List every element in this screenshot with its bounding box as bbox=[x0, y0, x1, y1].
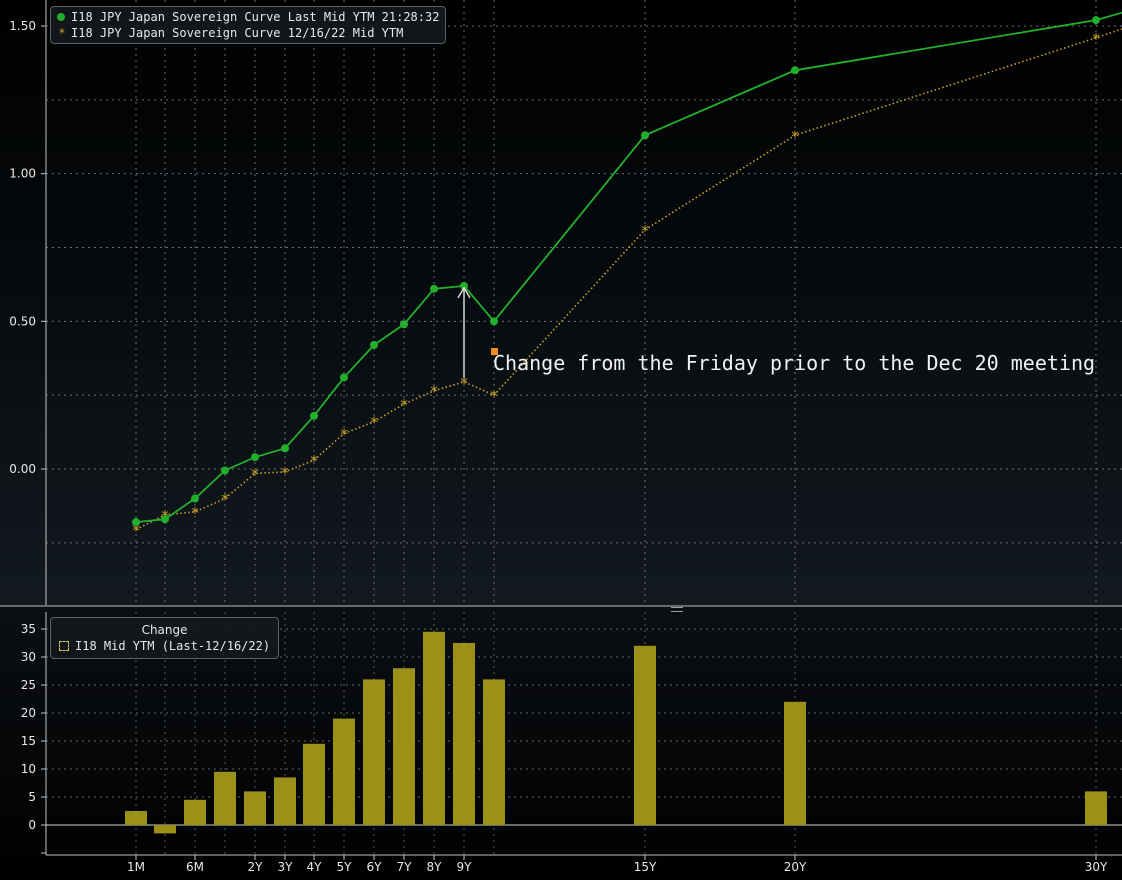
gold-star-icon: * bbox=[58, 26, 66, 40]
x-tick-label-7Y: 7Y bbox=[397, 860, 413, 874]
legend-item-last[interactable]: I18 JPY Japan Sovereign Curve Last Mid Y… bbox=[57, 9, 439, 25]
change-bar-10Y[interactable] bbox=[483, 679, 505, 825]
top-y-tick-label: 1.00 bbox=[9, 167, 36, 181]
x-tick-label-30Y: 30Y bbox=[1085, 860, 1108, 874]
change-bar-3Y[interactable] bbox=[274, 777, 296, 825]
last-point-3M[interactable] bbox=[161, 515, 169, 524]
last-point-30Y[interactable] bbox=[1092, 16, 1100, 25]
last-point-15Y[interactable] bbox=[641, 131, 649, 140]
prior-point-6Y[interactable]: * bbox=[369, 414, 378, 432]
change-bar-6M[interactable] bbox=[184, 799, 206, 825]
x-tick-label-1M: 1M bbox=[127, 860, 145, 874]
prior-point-9Y[interactable]: * bbox=[459, 374, 468, 392]
last-point-4Y[interactable] bbox=[310, 411, 318, 420]
prior-point-6M[interactable]: * bbox=[190, 504, 199, 522]
legend-bottom[interactable]: Change I18 Mid YTM (Last-12/16/22) bbox=[50, 617, 280, 659]
change-bar-30Y[interactable] bbox=[1085, 791, 1107, 825]
x-tick-label-15Y: 15Y bbox=[634, 860, 657, 874]
change-bar-1M[interactable] bbox=[125, 811, 147, 825]
bottom-y-tick-label: 15 bbox=[21, 734, 36, 748]
legend-item-prior[interactable]: * I18 JPY Japan Sovereign Curve 12/16/22… bbox=[57, 25, 439, 41]
bottom-y-tick-label: 5 bbox=[28, 790, 36, 804]
last-point-1Y[interactable] bbox=[221, 466, 229, 475]
legend-top[interactable]: I18 JPY Japan Sovereign Curve Last Mid Y… bbox=[50, 6, 447, 44]
last-point-20Y[interactable] bbox=[791, 66, 799, 75]
dashed-box-icon bbox=[59, 641, 69, 651]
last-point-2Y[interactable] bbox=[251, 453, 259, 462]
prior-point-3Y[interactable]: * bbox=[280, 464, 289, 482]
last-point-8Y[interactable] bbox=[430, 284, 438, 293]
x-tick-label-3Y: 3Y bbox=[278, 860, 294, 874]
legend-bottom-title: Change bbox=[141, 623, 188, 637]
x-tick-label-4Y: 4Y bbox=[307, 860, 323, 874]
prior-point-20Y[interactable]: * bbox=[790, 127, 799, 145]
x-tick-label-8Y: 8Y bbox=[427, 860, 443, 874]
prior-point-2Y[interactable]: * bbox=[250, 465, 259, 483]
top-y-tick-label: 0.50 bbox=[9, 314, 36, 328]
prior-point-1M[interactable]: * bbox=[131, 522, 140, 540]
last-point-3Y[interactable] bbox=[281, 444, 289, 453]
x-tick-label-5Y: 5Y bbox=[337, 860, 353, 874]
x-tick-label-20Y: 20Y bbox=[784, 860, 807, 874]
prior-point-4Y[interactable]: * bbox=[309, 452, 318, 470]
last-point-1M[interactable] bbox=[132, 518, 140, 527]
legend-item-change[interactable]: I18 Mid YTM (Last-12/16/22) bbox=[59, 638, 270, 654]
prior-point-7Y[interactable]: * bbox=[399, 396, 408, 414]
legend-title-row: Change bbox=[59, 622, 270, 638]
change-bar-4Y[interactable] bbox=[303, 743, 325, 825]
bottom-y-tick-label: 10 bbox=[21, 762, 36, 776]
x-tick-label-6M: 6M bbox=[186, 860, 204, 874]
bottom-y-tick-label: 30 bbox=[21, 650, 36, 664]
last-point-7Y[interactable] bbox=[400, 320, 408, 329]
change-bar-2Y[interactable] bbox=[244, 791, 266, 825]
top-y-tick-label: 1.50 bbox=[9, 19, 36, 33]
prior-point-1Y[interactable]: * bbox=[220, 491, 229, 509]
legend-label-last: I18 JPY Japan Sovereign Curve Last Mid Y… bbox=[71, 10, 440, 24]
change-bar-9Y[interactable] bbox=[453, 643, 475, 825]
last-point-10Y[interactable] bbox=[490, 317, 498, 326]
green-dot-icon bbox=[57, 13, 65, 21]
top-y-tick-label: 0.00 bbox=[9, 462, 36, 476]
annotation-arrow-head bbox=[457, 286, 471, 299]
annotation-text: Change from the Friday prior to the Dec … bbox=[493, 351, 1096, 375]
change-bar-6Y[interactable] bbox=[363, 679, 385, 825]
bottom-y-tick-label: 20 bbox=[21, 706, 36, 720]
change-bar-7Y[interactable] bbox=[393, 668, 415, 825]
last-point-6M[interactable] bbox=[191, 494, 199, 503]
bottom-y-tick-label: 35 bbox=[21, 622, 36, 636]
change-bar-15Y[interactable] bbox=[634, 645, 656, 825]
orange-square-icon bbox=[491, 348, 498, 355]
prior-point-10Y[interactable]: * bbox=[489, 387, 498, 405]
change-bar-5Y[interactable] bbox=[333, 718, 355, 825]
last-point-6Y[interactable] bbox=[370, 340, 378, 349]
bottom-y-tick-label: 25 bbox=[21, 678, 36, 692]
change-bar-3M[interactable] bbox=[154, 825, 176, 834]
legend-label-change: I18 Mid YTM (Last-12/16/22) bbox=[75, 639, 271, 653]
prior-point-8Y[interactable]: * bbox=[429, 383, 438, 401]
prior-point-30Y[interactable]: * bbox=[1091, 30, 1100, 48]
change-bar-8Y[interactable] bbox=[423, 631, 445, 825]
change-bar-1Y[interactable] bbox=[214, 771, 236, 825]
prior-curve-line[interactable] bbox=[135, 28, 1122, 531]
x-tick-label-2Y: 2Y bbox=[248, 860, 264, 874]
prior-point-15Y[interactable]: * bbox=[640, 222, 649, 240]
bottom-y-tick-label: 0 bbox=[28, 818, 36, 832]
grip-handle-icon[interactable] bbox=[671, 607, 683, 612]
last-point-5Y[interactable] bbox=[340, 373, 348, 382]
prior-point-5Y[interactable]: * bbox=[339, 426, 348, 444]
legend-label-prior: I18 JPY Japan Sovereign Curve 12/16/22 M… bbox=[71, 26, 404, 40]
x-tick-label-9Y: 9Y bbox=[457, 860, 473, 874]
change-bar-20Y[interactable] bbox=[784, 701, 806, 825]
x-tick-label-6Y: 6Y bbox=[367, 860, 383, 874]
last-point-9Y[interactable] bbox=[460, 281, 468, 290]
